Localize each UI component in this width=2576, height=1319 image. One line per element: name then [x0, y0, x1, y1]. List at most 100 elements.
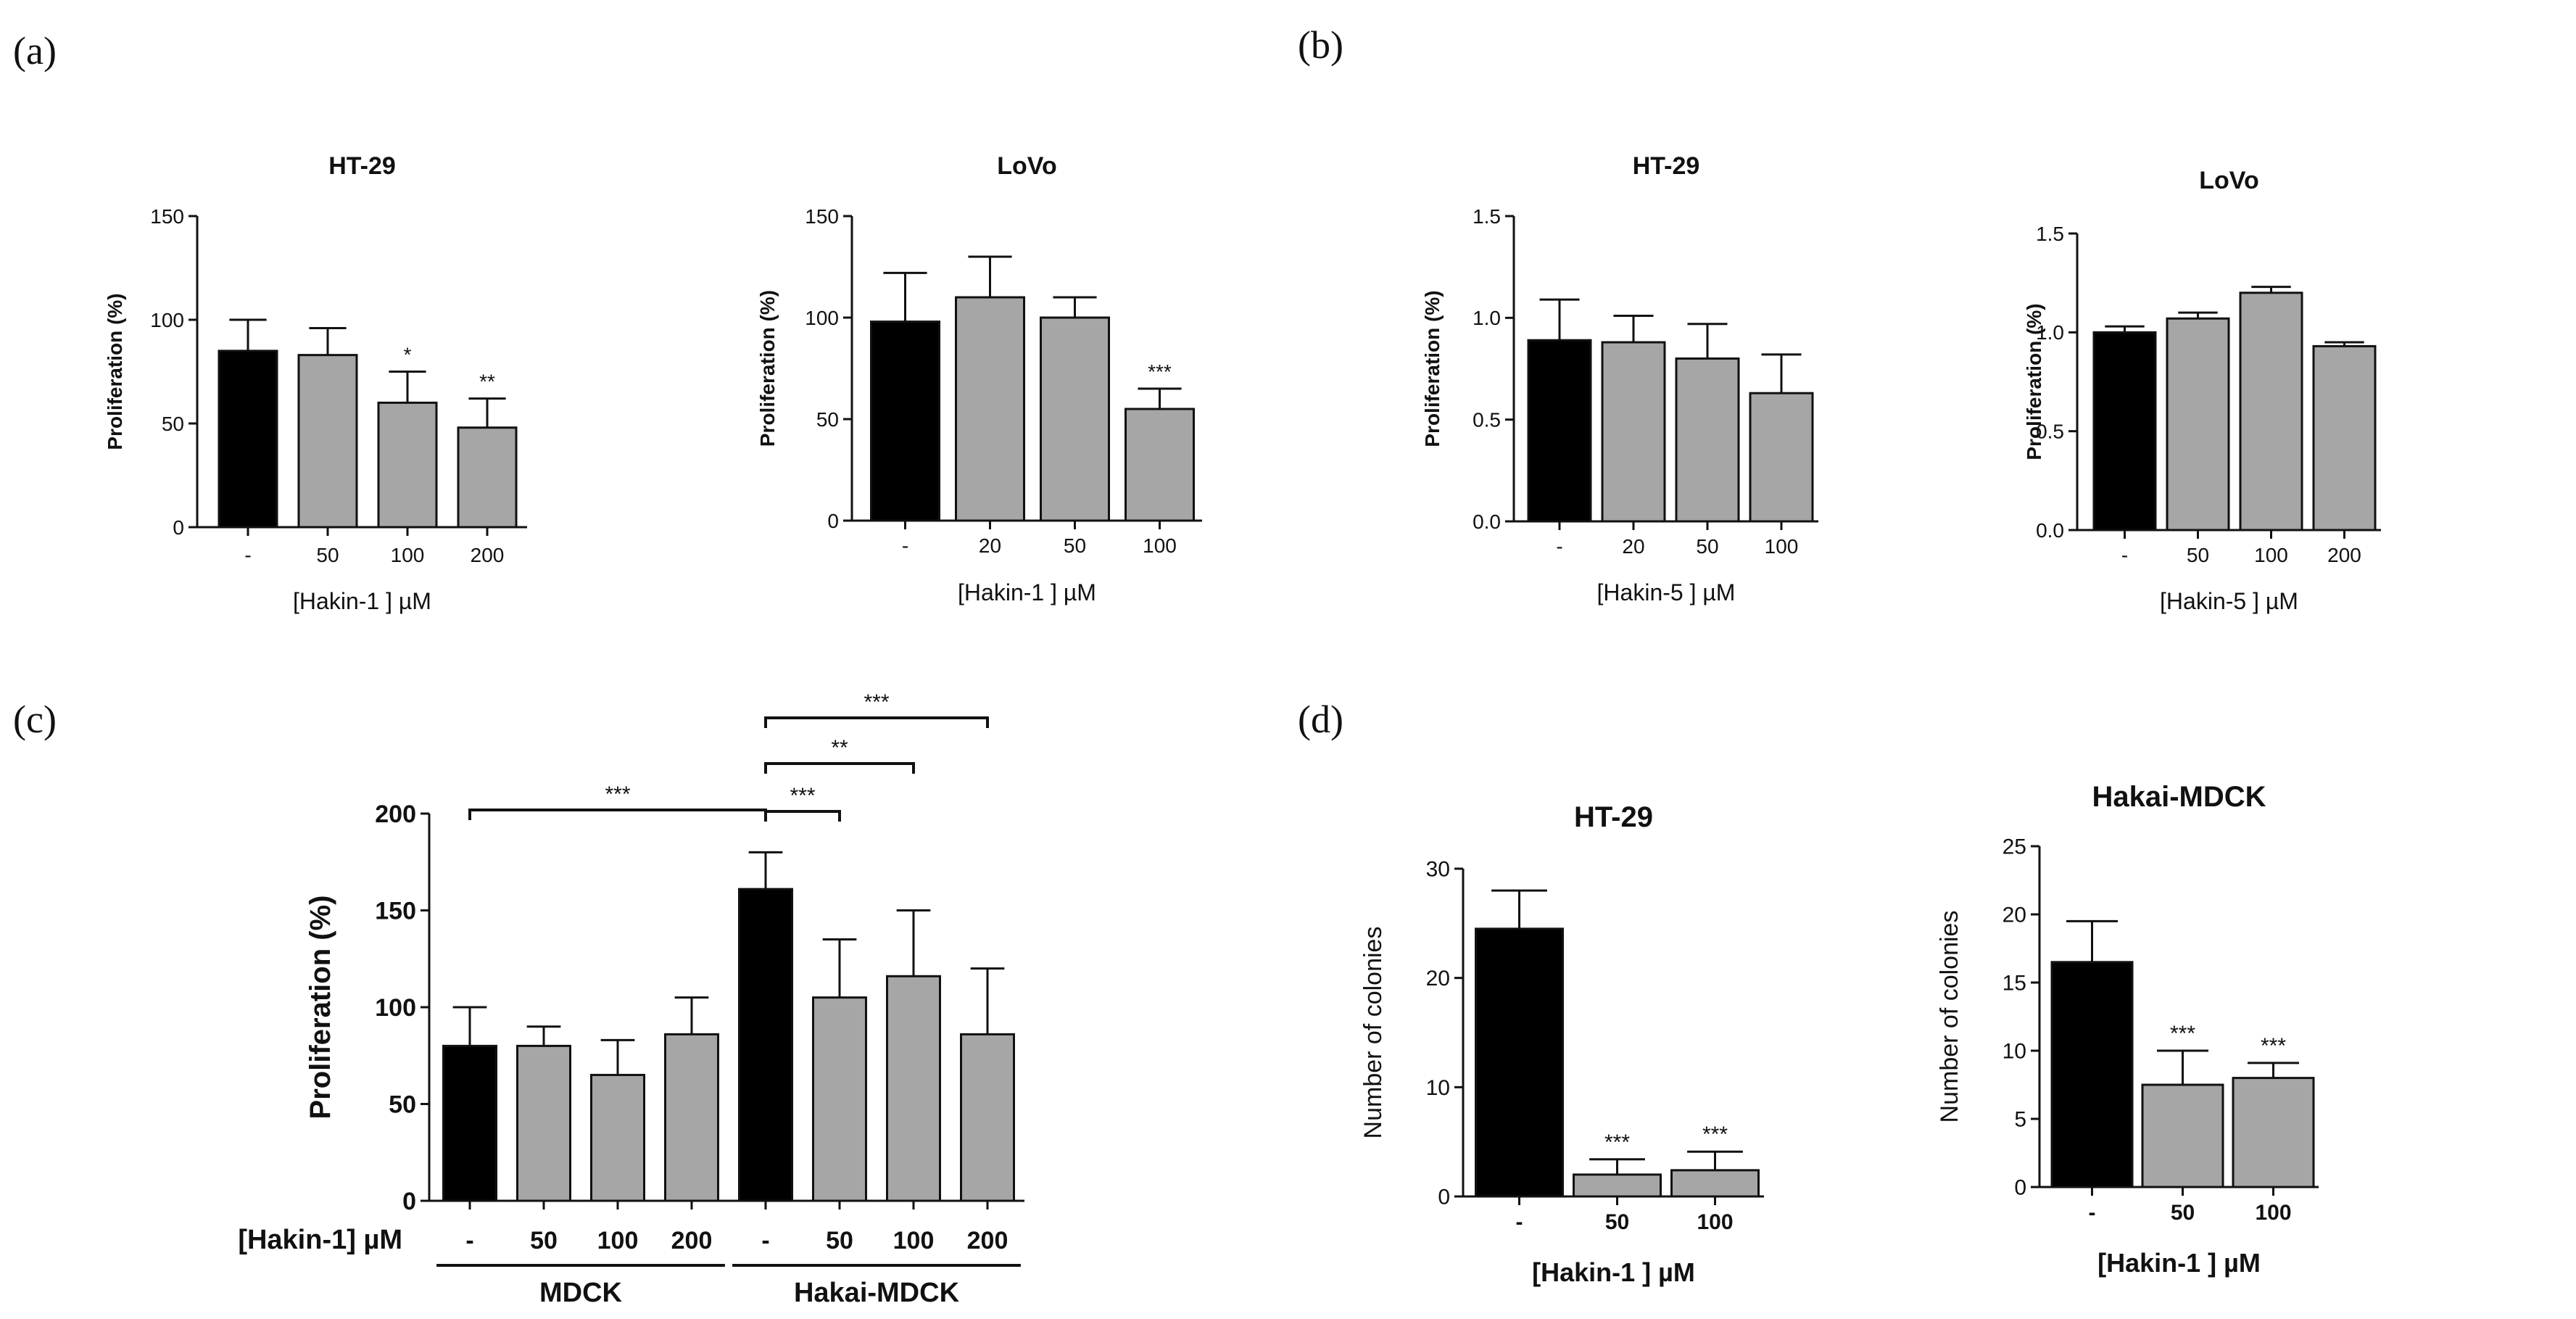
x-tick-label: -	[1516, 1210, 1523, 1234]
y-axis-label: Proliferation (%)	[756, 290, 779, 447]
x-tick-label: 100	[1697, 1210, 1733, 1234]
panel-label-a: (a)	[13, 29, 57, 73]
x-tick-label: 100	[597, 1227, 639, 1254]
y-tick-label: 20	[2003, 904, 2026, 927]
x-tick-label: 200	[967, 1227, 1009, 1254]
x-tick-label: 50	[1064, 534, 1086, 557]
x-tick-label: 200	[471, 544, 505, 566]
significance-bracket	[764, 762, 915, 774]
x-tick-label: 100	[893, 1227, 935, 1254]
y-tick-label: 25	[2003, 835, 2026, 859]
y-tick-label: 10	[1426, 1076, 1450, 1100]
y-axis-label: Proliferation (%)	[104, 293, 126, 450]
bar	[955, 296, 1025, 522]
y-tick-label: 1.0	[2036, 321, 2064, 344]
x-tick-label: -	[2121, 544, 2128, 566]
bar	[516, 1044, 571, 1202]
chart-b2: 0.0 0.5 1.0 1.5 - 50 100 200 LoVo [Hakin-5 ] µM Pr…	[2023, 167, 2381, 614]
y-tick-label: 1.0	[1473, 307, 1501, 329]
x-tick-label: 20	[1622, 535, 1644, 558]
x-axis-label: [Hakin-1 ] µM	[2097, 1248, 2261, 1278]
y-tick-label: 0	[2014, 1176, 2026, 1200]
chart-c1: 0 50 100 150 200 - 50 100 200 - 50 100 200 [Hakin-1] …	[238, 690, 1024, 1308]
significance-label: ***	[1604, 1130, 1630, 1154]
y-tick-label: 150	[375, 897, 416, 925]
x-tick-label: 50	[316, 544, 339, 566]
y-tick-label: 150	[805, 205, 839, 228]
significance-bracket	[764, 716, 989, 728]
x-tick-label: -	[465, 1227, 473, 1254]
bar	[377, 401, 438, 529]
group-label: Hakai-MDCK	[794, 1278, 960, 1308]
bracket-label: ***	[605, 782, 630, 806]
y-tick-label: 100	[805, 307, 839, 329]
significance-label: *	[404, 344, 412, 366]
panel-label-b: (b)	[1298, 23, 1343, 67]
bar	[664, 1033, 719, 1202]
y-tick-label: 0.0	[1473, 510, 1501, 533]
bar	[960, 1033, 1015, 1202]
y-tick-label: 0.5	[1473, 408, 1501, 431]
bar	[1601, 341, 1666, 523]
x-axis-label: [Hakin-1] µM	[238, 1225, 402, 1255]
chart-title: HT-29	[1633, 152, 1700, 180]
bar	[590, 1073, 645, 1202]
bar	[738, 888, 793, 1202]
y-tick-label: 150	[150, 205, 184, 228]
y-tick-label: 0	[827, 510, 839, 532]
y-axis-label: Proliferation (%)	[305, 896, 336, 1120]
significance-label: ***	[1702, 1122, 1728, 1146]
bar	[218, 350, 278, 529]
x-tick-label: 50	[1605, 1210, 1629, 1234]
bracket-label: ***	[790, 784, 815, 808]
group-label: MDCK	[539, 1278, 623, 1308]
x-tick-label: 20	[979, 534, 1001, 557]
y-tick-label: 30	[1426, 858, 1450, 882]
bar	[1670, 1169, 1760, 1198]
chart-b1: 0.0 0.5 1.0 1.5 - 20 50 100 HT-29 [Hakin-5 ] µM Pr…	[1421, 152, 1818, 605]
y-tick-label: 5	[2014, 1108, 2026, 1132]
bar	[1573, 1173, 1662, 1198]
bracket-label: ***	[864, 690, 889, 714]
y-axis-label: Proliferation (%)	[2023, 303, 2045, 460]
bar	[1040, 316, 1110, 522]
bar	[2312, 344, 2377, 532]
y-axis-label: Number of colonies	[1359, 927, 1387, 1139]
y-tick-label: 1.5	[1473, 205, 1501, 228]
significance-label: **	[479, 371, 495, 393]
x-tick-label: 100	[1143, 534, 1177, 557]
chart-title: LoVo	[997, 152, 1056, 180]
x-tick-label: 100	[2254, 544, 2288, 566]
x-axis-label: [Hakin-1 ] µM	[1532, 1257, 1695, 1287]
bar	[2166, 317, 2230, 532]
y-tick-label: 0	[1438, 1186, 1450, 1210]
y-tick-label: 50	[389, 1091, 416, 1118]
x-tick-label: 50	[530, 1227, 558, 1254]
x-tick-label: 50	[2187, 544, 2209, 566]
y-tick-label: 0	[402, 1188, 416, 1215]
x-tick-label: -	[244, 544, 251, 566]
significance-bracket	[764, 810, 841, 822]
x-tick-label: 100	[2255, 1201, 2291, 1225]
bar	[2141, 1083, 2224, 1188]
x-tick-label: -	[1556, 535, 1562, 558]
chart-title: LoVo	[2199, 167, 2258, 194]
bar	[2050, 961, 2134, 1188]
y-tick-label: 0.0	[2036, 519, 2064, 542]
significance-bracket	[468, 809, 767, 820]
x-tick-label: 200	[2327, 544, 2361, 566]
bar	[442, 1044, 497, 1202]
y-axis-label: Proliferation (%)	[1421, 290, 1444, 447]
y-tick-label: 1.5	[2036, 223, 2064, 245]
y-tick-label: 50	[816, 408, 839, 431]
bar	[457, 426, 518, 529]
y-tick-label: 20	[1426, 967, 1450, 991]
bar	[1475, 927, 1564, 1198]
y-tick-label: 50	[162, 413, 184, 435]
significance-label: ***	[1148, 360, 1172, 383]
x-tick-label: 100	[1765, 535, 1799, 558]
chart-a2: 0 50 100 150 - 20 50 100 *** LoVo [Hakin-1 ] µM Pro…	[756, 152, 1202, 605]
chart-title: HT-29	[1574, 801, 1653, 833]
y-axis-label: Number of colonies	[1936, 911, 1963, 1123]
x-tick-label: 50	[1696, 535, 1718, 558]
